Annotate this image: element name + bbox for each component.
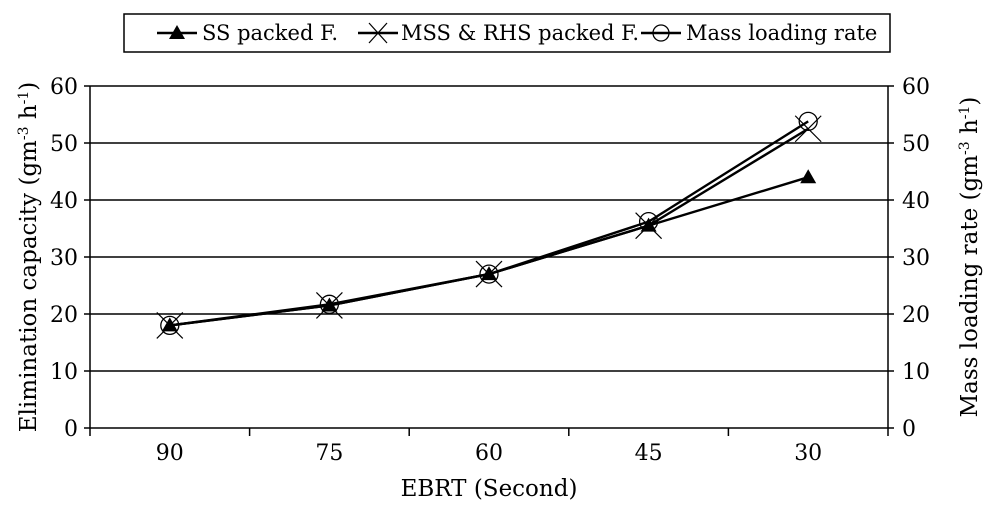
x-tick-label-90: 90 <box>156 441 184 466</box>
series-line-1 <box>169 127 809 327</box>
right-y-axis-title-sup2: -1 <box>957 106 973 120</box>
right-y-tick-label-50: 50 <box>902 132 930 157</box>
legend-item-ss-packed: SS packed F. <box>157 21 338 45</box>
left-y-tick-label-20: 20 <box>50 303 78 328</box>
left-y-axis-title-main: Elimination capacity (gm <box>16 140 42 432</box>
right-y-tick-label-30: 30 <box>902 246 930 271</box>
left-y-axis-title-sup: -3 <box>16 127 32 141</box>
series-line-2 <box>169 120 809 327</box>
right-y-tick-label-20: 20 <box>902 303 930 328</box>
legend-box <box>123 13 891 53</box>
axes <box>84 85 894 436</box>
series-2-point-1 <box>319 294 340 314</box>
right-y-axis-title-tail: h <box>957 119 983 141</box>
triangle-marker-icon <box>169 25 185 39</box>
left-y-tick-labels: 0 10 20 30 40 50 60 <box>50 75 78 442</box>
left-y-tick-label-10: 10 <box>50 360 78 385</box>
series-2-point-4 <box>798 111 818 131</box>
x-axis-title: EBRT (Second) <box>401 476 578 502</box>
legend-label-ss-packed: SS packed F. <box>202 21 338 45</box>
circle-marker-icon <box>652 24 670 42</box>
x-tick-label-30: 30 <box>794 441 822 466</box>
series-2-point-2 <box>479 264 499 284</box>
gridlines <box>90 85 888 372</box>
left-y-tick-label-60: 60 <box>50 75 78 100</box>
right-y-tick-labels: 0 10 20 30 40 50 60 <box>902 75 930 442</box>
legend-item-mass-loading-rate: Mass loading rate <box>641 21 877 45</box>
left-y-tick-label-30: 30 <box>50 246 78 271</box>
right-y-axis-title-sup: -3 <box>957 141 973 155</box>
right-y-tick-label-10: 10 <box>902 360 930 385</box>
x-tick-label-75: 75 <box>315 441 343 466</box>
legend-label-mass-loading-rate: Mass loading rate <box>686 21 877 45</box>
legend-label-mss-rhs-packed: MSS & RHS packed F. <box>401 21 639 45</box>
left-y-axis-title: Elimination capacity (gm-3 h-1) <box>16 82 42 432</box>
x-tick-label-45: 45 <box>635 441 663 466</box>
legend: SS packed F. MSS & RHS packed F. Mass lo… <box>123 13 891 53</box>
left-y-tick-label-40: 40 <box>50 189 78 214</box>
right-y-axis-title-end: ) <box>957 97 983 106</box>
series-0-point-4 <box>800 169 817 184</box>
left-y-axis-title-sup2: -1 <box>16 91 32 105</box>
x-tick-labels: 90 75 60 45 30 <box>156 441 822 466</box>
right-y-tick-label-60: 60 <box>902 75 930 100</box>
left-y-axis-title-end: ) <box>16 82 42 91</box>
right-y-axis-title: Mass loading rate (gm-3 h-1) <box>957 97 983 418</box>
left-y-tick-label-0: 0 <box>64 417 78 442</box>
left-y-tick-label-50: 50 <box>50 132 78 157</box>
legend-item-mss-rhs-packed: MSS & RHS packed F. <box>358 21 639 45</box>
right-y-tick-label-0: 0 <box>902 417 916 442</box>
right-y-tick-label-40: 40 <box>902 189 930 214</box>
x-tick-label-60: 60 <box>475 441 503 466</box>
series-group <box>156 111 822 339</box>
right-y-axis-title-main: Mass loading rate (gm <box>957 155 983 418</box>
series-2-point-0 <box>160 315 180 336</box>
series-2-point-3 <box>638 212 659 232</box>
left-y-axis-title-tail: h <box>16 104 42 126</box>
